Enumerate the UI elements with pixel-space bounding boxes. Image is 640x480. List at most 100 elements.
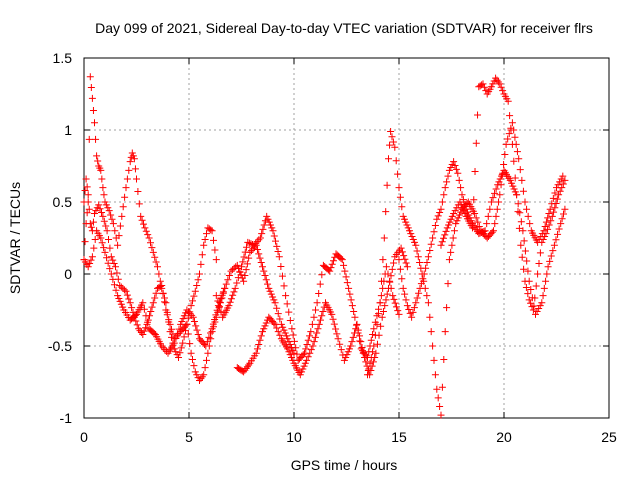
data-point — [214, 302, 222, 310]
data-point — [176, 349, 184, 357]
data-point — [293, 350, 301, 358]
data-point — [298, 368, 306, 376]
data-point — [266, 221, 274, 229]
data-point — [84, 198, 92, 206]
data-point — [389, 292, 397, 300]
data-point — [225, 271, 233, 279]
data-point — [211, 246, 219, 254]
data-point — [445, 221, 453, 229]
data-point — [253, 246, 261, 254]
data-point — [391, 143, 399, 151]
data-point — [285, 348, 293, 356]
data-point — [142, 312, 150, 320]
y-tick-label: 0.5 — [53, 194, 73, 210]
data-point — [376, 299, 384, 307]
data-point — [175, 354, 182, 362]
data-point — [536, 302, 544, 310]
data-point — [89, 218, 97, 226]
data-point — [448, 212, 456, 220]
data-point — [186, 340, 194, 348]
data-point — [222, 280, 230, 288]
data-point — [448, 241, 456, 249]
data-point — [332, 325, 340, 333]
data-point — [391, 299, 399, 307]
data-point — [91, 210, 98, 218]
data-point — [212, 311, 220, 319]
data-point — [509, 182, 517, 190]
data-point — [457, 208, 465, 216]
data-point — [257, 332, 265, 340]
data-point — [274, 248, 282, 256]
data-point — [532, 310, 539, 318]
data-point — [479, 80, 487, 88]
series-trace-g — [395, 158, 569, 321]
data-point — [543, 270, 551, 278]
data-point — [83, 183, 91, 191]
data-point — [438, 238, 446, 246]
data-point — [102, 222, 110, 230]
data-point — [272, 237, 280, 245]
data-point — [217, 308, 225, 316]
data-point — [399, 212, 407, 220]
data-point — [112, 286, 120, 294]
data-point — [119, 284, 127, 292]
data-point — [138, 216, 146, 224]
data-point — [261, 322, 269, 330]
data-point — [531, 294, 539, 302]
data-point — [239, 258, 247, 266]
data-point — [279, 323, 287, 331]
data-point — [203, 230, 210, 238]
data-point — [172, 334, 180, 342]
data-point — [140, 327, 148, 335]
data-point — [336, 340, 344, 348]
data-point — [471, 210, 479, 218]
data-point — [453, 217, 461, 225]
data-point — [262, 276, 270, 284]
data-point — [348, 302, 356, 310]
data-point — [302, 345, 310, 353]
data-point — [84, 263, 92, 271]
data-point — [442, 227, 450, 235]
data-point — [407, 230, 415, 238]
data-point — [546, 257, 554, 265]
data-point — [387, 272, 395, 280]
data-point — [85, 205, 93, 213]
data-point — [388, 265, 396, 273]
data-point — [109, 220, 117, 228]
data-point — [457, 184, 465, 192]
data-point — [292, 344, 300, 352]
data-point — [508, 119, 516, 127]
data-point — [337, 346, 345, 354]
data-point — [549, 247, 557, 255]
data-point — [277, 262, 285, 270]
data-point — [225, 302, 233, 310]
data-point — [275, 253, 283, 261]
data-point — [103, 227, 111, 235]
data-point — [190, 362, 198, 370]
data-point — [513, 191, 521, 199]
data-point — [122, 184, 130, 192]
data-point — [101, 198, 109, 206]
data-point — [542, 277, 550, 285]
data-point — [504, 135, 512, 143]
data-point — [488, 228, 496, 236]
data-point — [552, 199, 560, 207]
data-point — [303, 356, 311, 364]
data-point — [398, 275, 406, 283]
data-point — [307, 328, 315, 336]
data-point — [128, 149, 136, 157]
data-point — [471, 167, 479, 175]
data-point — [316, 316, 324, 324]
data-point — [450, 158, 458, 166]
data-point — [523, 205, 531, 213]
data-point — [329, 315, 337, 323]
data-point — [383, 181, 391, 189]
data-point — [252, 349, 260, 357]
data-point — [369, 330, 377, 338]
data-point — [154, 263, 161, 271]
data-point — [83, 209, 91, 217]
data-point — [229, 291, 237, 299]
data-point — [433, 385, 441, 393]
data-point — [342, 354, 350, 362]
data-point — [192, 322, 200, 330]
